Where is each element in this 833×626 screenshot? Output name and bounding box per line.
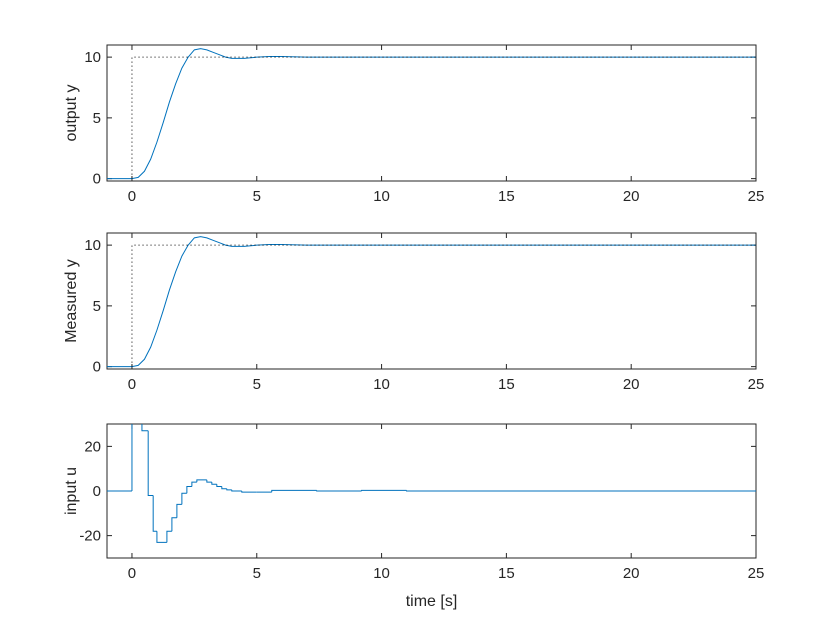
y-tick-label: 20 (84, 438, 101, 455)
stair-step (166, 530, 172, 543)
x-tick-label: 0 (128, 376, 136, 393)
x-tick-label: 20 (623, 188, 640, 205)
x-tick-label: 5 (253, 188, 261, 205)
y-axis-label: output y (63, 85, 80, 142)
stair-step (271, 489, 317, 493)
axes-box (106, 44, 757, 182)
x-tick-label: 20 (623, 376, 640, 393)
stair-step (147, 430, 154, 496)
y-axis-label: input u (63, 467, 80, 515)
x-tick-label: 5 (253, 565, 261, 582)
stair-step (196, 479, 207, 483)
stair-step (216, 484, 222, 488)
x-tick-label: 0 (128, 188, 136, 205)
stair-step (191, 481, 197, 487)
x-tick-label: 0 (128, 565, 136, 582)
y-tick-label: 5 (93, 298, 101, 315)
stair-step (176, 503, 182, 518)
stair-step (141, 424, 149, 432)
y-tick-label: 10 (84, 237, 101, 254)
stair-step (316, 490, 362, 492)
stair-step (211, 482, 217, 485)
line (131, 244, 756, 367)
x-tick-label: 10 (373, 565, 390, 582)
axes-box (106, 232, 757, 370)
x-tick-label: 15 (498, 376, 515, 393)
stair-step (156, 531, 167, 543)
stair-step (181, 492, 187, 505)
y-tick-label: 0 (93, 171, 101, 188)
y-tick-label: 0 (93, 359, 101, 376)
subplot: 0 5 10 15 20 25 0 5 10 output y (63, 44, 765, 205)
x-axis-label: time [s] (406, 593, 458, 610)
stair-step (186, 486, 192, 494)
x-tick-label: 15 (498, 188, 515, 205)
stair-step (152, 495, 157, 532)
y-tick-label: -20 (79, 528, 101, 545)
y-tick-label: 0 (93, 483, 101, 500)
x-tick-label: 10 (373, 188, 390, 205)
stair-step (226, 488, 232, 491)
stair-step (206, 479, 212, 483)
x-tick-label: 20 (623, 565, 640, 582)
line (131, 56, 756, 179)
y-tick-label: 10 (84, 49, 101, 66)
x-tick-label: 25 (748, 188, 765, 205)
x-tick-label: 25 (748, 376, 765, 393)
x-tick-label: 10 (373, 376, 390, 393)
stair-step (221, 486, 227, 490)
stair-step (361, 489, 407, 491)
plot-area (107, 236, 756, 368)
plot-area (107, 424, 756, 543)
plot-area (107, 48, 756, 180)
stair-step (231, 489, 242, 492)
stair-step (406, 490, 756, 492)
x-tick-label: 25 (748, 565, 765, 582)
x-tick-label: 5 (253, 376, 261, 393)
y-axis-label: Measured y (63, 259, 80, 343)
stair-step (241, 491, 257, 493)
stair-step (171, 517, 177, 532)
x-tick-label: 15 (498, 565, 515, 582)
y-tick-label: 5 (93, 110, 101, 127)
stair-step (131, 424, 133, 491)
